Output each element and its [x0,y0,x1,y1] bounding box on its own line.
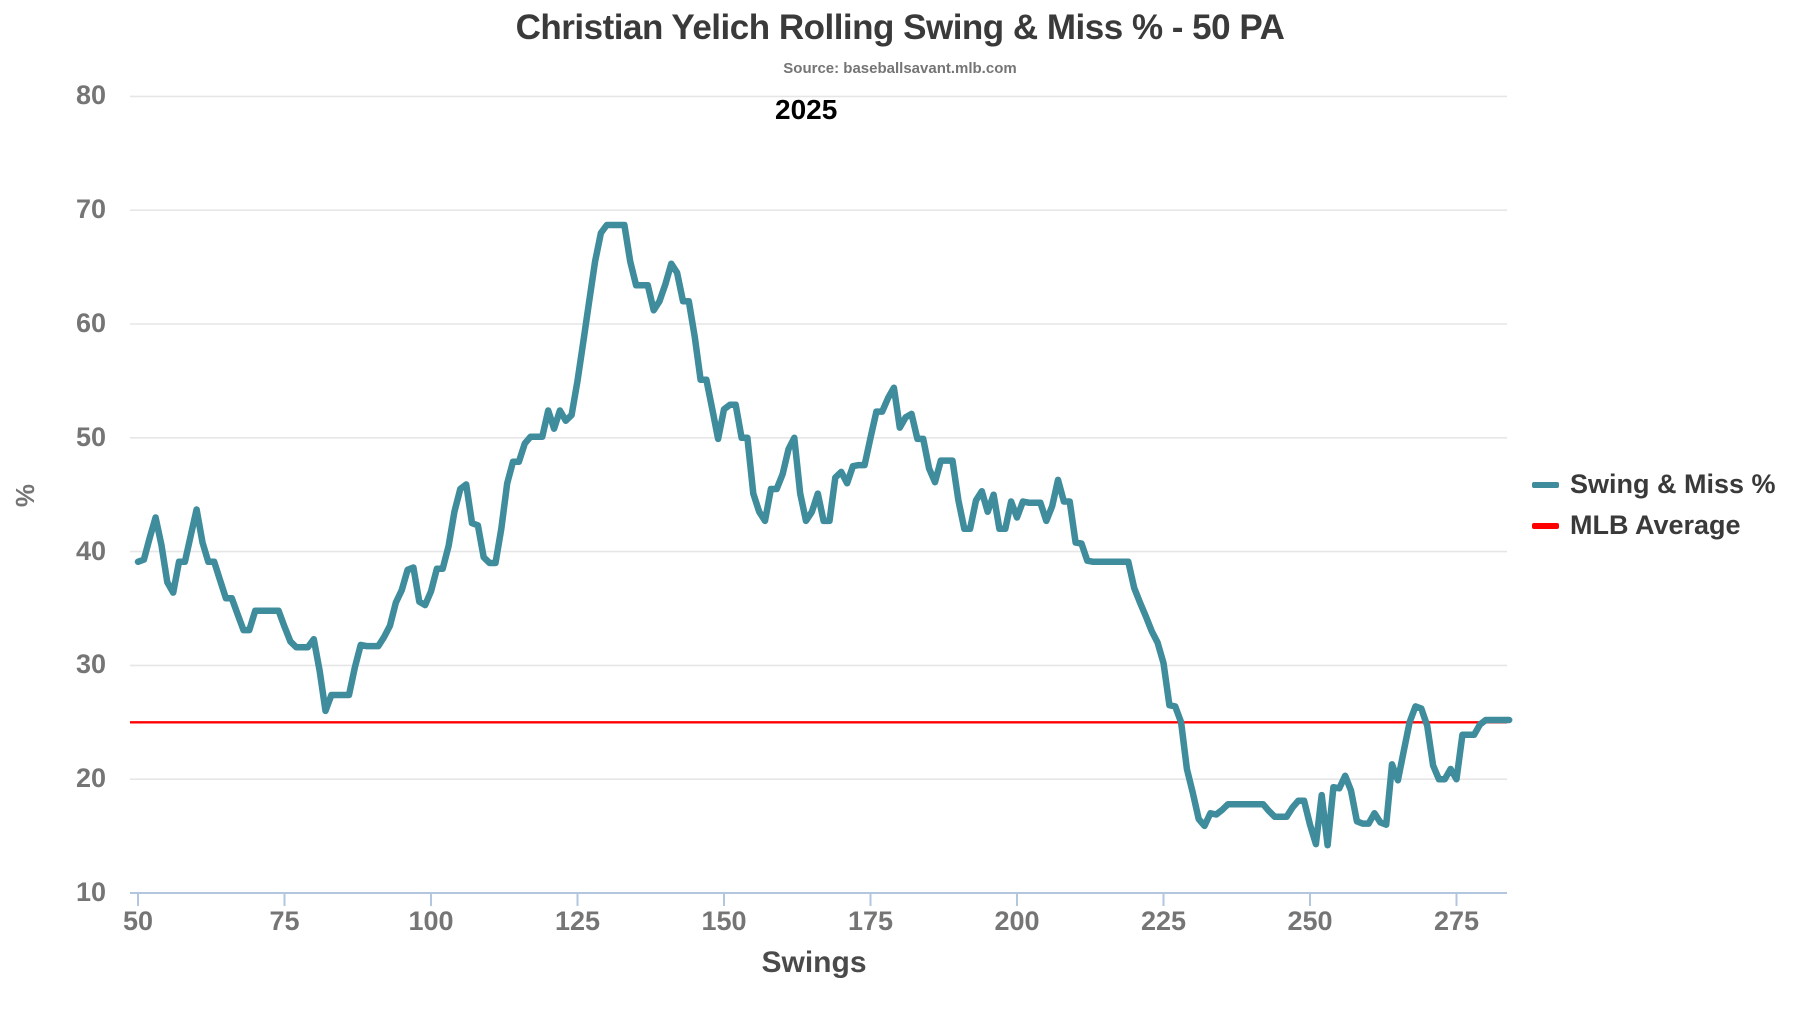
legend: Swing & Miss % MLB Average [1532,464,1776,546]
x-axis-title: Swings [761,946,867,979]
year-annotation: 2025 [775,94,838,125]
x-tick-label: 100 [408,906,454,936]
y-axis-title: % [10,483,41,508]
mlb-average-line-swatch-icon [1532,522,1559,529]
x-tick-label: 175 [847,906,894,936]
legend-label-swing-miss: Swing & Miss % [1570,469,1776,499]
y-tick-label: 10 [75,877,106,907]
y-tick-label: 50 [75,421,106,452]
x-tick-label: 275 [1433,906,1480,936]
legend-item-mlb-average: MLB Average [1532,505,1776,546]
x-tick-label: 200 [994,906,1040,936]
chart-source-subtitle: Source: baseballsavant.mlb.com [783,60,1017,77]
x-tick-label: 75 [269,906,300,936]
x-tick-label: 150 [701,906,747,936]
x-tick-label: 50 [122,906,154,936]
y-tick-label: 30 [75,649,106,680]
x-tick-label: 225 [1140,906,1187,936]
y-tick-label: 20 [75,763,106,794]
x-tick-label: 250 [1287,906,1333,936]
swing-miss-line-swatch-icon [1532,481,1559,488]
y-tick-label: 40 [75,535,106,566]
legend-item-swing-miss: Swing & Miss % [1532,464,1776,505]
x-tick-label: 125 [554,906,601,936]
chart-title: Christian Yelich Rolling Swing & Miss % … [515,8,1285,47]
legend-label-mlb-average: MLB Average [1570,510,1741,540]
y-tick-label: 60 [75,308,106,338]
y-tick-label: 70 [75,194,106,225]
y-tick-label: 80 [75,80,106,111]
swing-miss-series-line [134,221,1513,849]
